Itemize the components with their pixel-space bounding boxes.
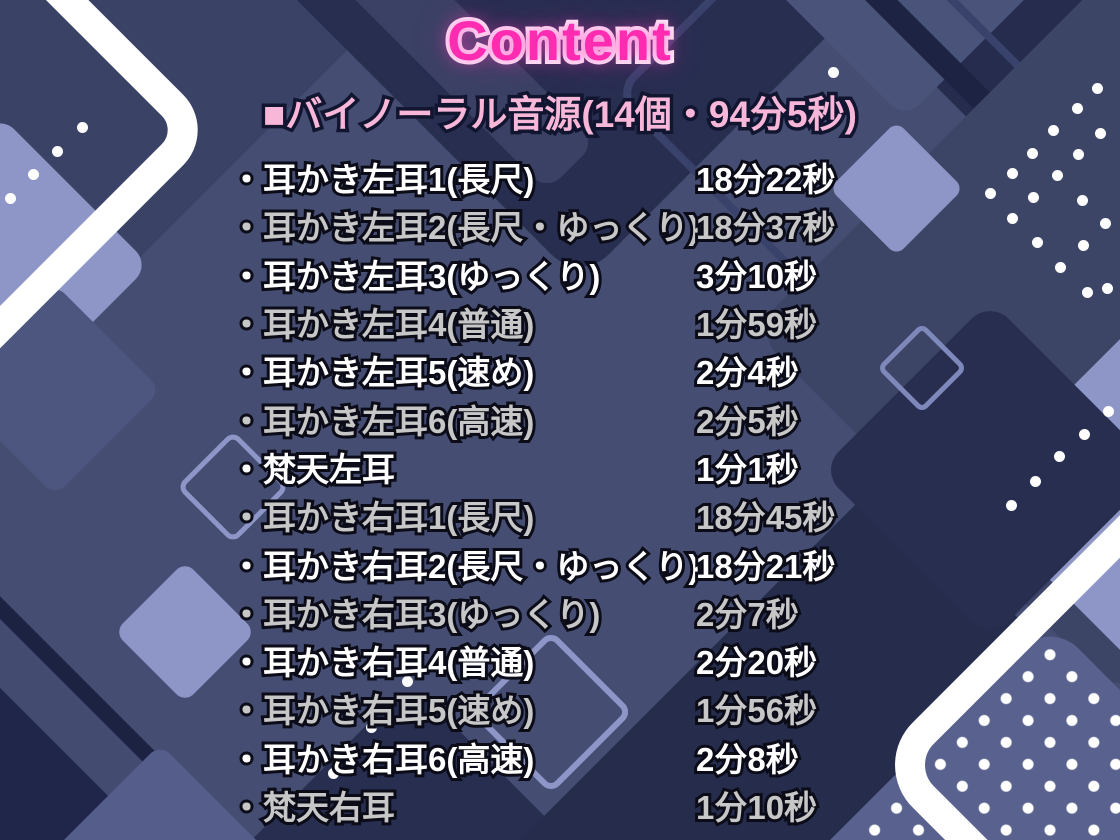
- deco-dot: [51, 145, 63, 157]
- deco-dot: [365, 721, 377, 733]
- deco-dot: [327, 767, 339, 779]
- deco-dot: [401, 675, 413, 687]
- deco-dot: [1053, 450, 1065, 462]
- track-label: ・耳かき左耳6(高速): [227, 400, 537, 443]
- track-row: ・耳かき左耳5(速め) 2分4秒: [227, 346, 970, 394]
- deco-dot: [1099, 217, 1111, 229]
- track-duration: 2分20秒: [693, 641, 820, 684]
- deco-dot: [1027, 191, 1039, 203]
- track-duration: 18分22秒: [693, 158, 838, 201]
- deco-dot: [1047, 124, 1059, 136]
- track-label: ・耳かき右耳5(速め): [227, 689, 537, 732]
- track-label: ・耳かき左耳1(長尺): [227, 158, 537, 201]
- deco-dot: [827, 66, 839, 78]
- track-row: ・耳かき右耳4(普通) 2分20秒: [227, 636, 970, 684]
- deco-dot: [1029, 475, 1041, 487]
- track-label: ・耳かき右耳4(普通): [227, 641, 537, 684]
- deco-dot: [1026, 147, 1038, 159]
- track-duration: 1分10秒: [693, 786, 820, 829]
- deco-dot: [1006, 167, 1018, 179]
- deco-dot: [1072, 148, 1084, 160]
- track-row: ・耳かき右耳2(長尺・ゆっくり) 18分21秒: [227, 539, 970, 588]
- track-duration: 18分21秒: [693, 545, 838, 588]
- track-label: ・耳かき左耳5(速め): [227, 351, 537, 394]
- track-row: ・耳かき左耳6(高速) 2分5秒: [227, 394, 970, 443]
- track-label: ・耳かき左耳2(長尺・ゆっくり): [227, 206, 702, 249]
- deco-dot: [1076, 194, 1088, 206]
- deco-dot: [27, 168, 39, 180]
- track-duration: 18分37秒: [693, 206, 838, 249]
- deco-dot: [1006, 212, 1018, 224]
- deco-dot: [1005, 499, 1017, 511]
- track-label: ・耳かき右耳1(長尺): [227, 496, 537, 539]
- track-label: ・耳かき左耳3(ゆっくり): [227, 255, 603, 298]
- deco-dot: [1051, 169, 1063, 181]
- deco-dot: [1102, 405, 1114, 417]
- track-label: ・耳かき右耳2(長尺・ゆっくり): [227, 545, 702, 588]
- track-row: ・耳かき左耳4(普通) 1分59秒: [227, 298, 970, 346]
- track-row: ・耳かき左耳3(ゆっくり) 3分10秒: [227, 250, 970, 298]
- track-label: ・梵天左耳: [227, 448, 398, 491]
- track-label: ・梵天右耳: [227, 786, 398, 829]
- track-duration: 2分8秒: [693, 738, 802, 781]
- track-label: ・耳かき右耳3(ゆっくり): [227, 593, 603, 636]
- track-label: ・耳かき右耳6(高速): [227, 738, 537, 781]
- track-duration: 3分10秒: [693, 255, 820, 298]
- deco-dot: [1071, 102, 1083, 114]
- track-row: ・耳かき右耳5(速め) 1分56秒: [227, 684, 970, 732]
- track-duration: 2分7秒: [693, 593, 802, 636]
- track-duration: 1分56秒: [693, 689, 820, 732]
- track-row: ・耳かき右耳3(ゆっくり) 2分7秒: [227, 588, 970, 636]
- deco-dot: [1077, 239, 1089, 251]
- track-duration: 1分1秒: [693, 448, 802, 491]
- deco-dot: [1031, 236, 1043, 248]
- deco-dot: [1081, 286, 1093, 298]
- deco-dot: [1091, 82, 1103, 94]
- page-title: Content: [443, 5, 675, 76]
- track-list: ・耳かき左耳1(長尺) 18分22秒 ・耳かき左耳2(長尺・ゆっくり) 18分37秒・…: [227, 153, 970, 829]
- track-row: ・耳かき左耳2(長尺・ゆっくり) 18分37秒: [227, 201, 970, 249]
- track-row: ・梵天右耳 1分10秒: [227, 781, 970, 829]
- track-label: ・耳かき左耳4(普通): [227, 303, 537, 346]
- deco-dot: [1054, 261, 1066, 273]
- deco-dot: [984, 187, 996, 199]
- deco-dot: [1101, 282, 1113, 294]
- track-duration: 2分4秒: [693, 351, 802, 394]
- track-duration: 2分5秒: [693, 400, 802, 443]
- track-row: ・耳かき右耳1(長尺) 18分45秒: [227, 491, 970, 539]
- deco-dot: [1078, 428, 1090, 440]
- section-header: ■バイノーラル音源(14個・94分5秒): [260, 91, 861, 139]
- track-duration: 1分59秒: [693, 303, 820, 346]
- deco-dot: [76, 121, 88, 133]
- deco-dot: [1094, 127, 1106, 139]
- track-row: ・耳かき右耳6(高速) 2分8秒: [227, 733, 970, 781]
- deco-dot: [4, 192, 16, 204]
- track-duration: 18分45秒: [693, 496, 838, 539]
- track-row: ・耳かき左耳1(長尺) 18分22秒: [227, 153, 970, 201]
- track-row: ・梵天左耳 1分1秒: [227, 443, 970, 491]
